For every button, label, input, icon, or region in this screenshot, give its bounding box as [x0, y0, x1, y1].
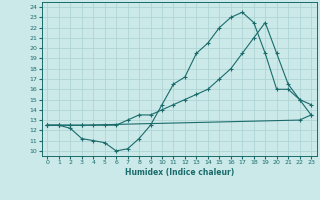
X-axis label: Humidex (Indice chaleur): Humidex (Indice chaleur): [124, 168, 234, 177]
